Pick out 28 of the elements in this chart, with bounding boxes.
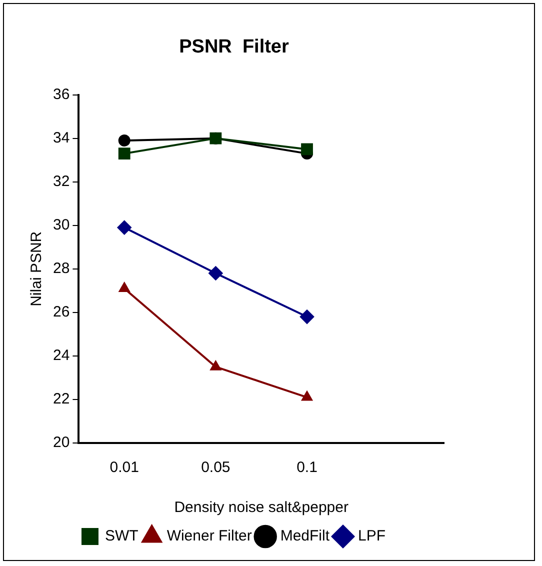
legend-label: SWT <box>104 528 138 545</box>
x-tick-label: 0.1 <box>296 459 318 476</box>
y-tick-label: 22 <box>52 390 70 408</box>
point <box>302 391 312 401</box>
y-tick-label: 36 <box>52 86 70 103</box>
legend-label: Wiener Filter <box>166 528 252 545</box>
y-tick-label: 26 <box>52 304 70 321</box>
x-axis-title: Density noise salt&pepper <box>174 499 348 516</box>
y-tick-label: 32 <box>52 172 70 190</box>
point <box>118 134 130 146</box>
x-tick-label: 0.05 <box>201 459 230 476</box>
point <box>118 148 130 160</box>
point <box>210 360 222 370</box>
y-tick-label: 28 <box>52 260 70 278</box>
point <box>300 310 314 324</box>
y-tick-label: 30 <box>52 216 70 234</box>
legend-label: LPF <box>358 528 386 545</box>
y-tick-label: 20 <box>52 434 70 452</box>
y-tick-label: 24 <box>52 347 70 364</box>
point <box>301 143 313 156</box>
point <box>119 282 130 292</box>
y-axis-title: Nilai PSNR <box>28 231 46 306</box>
x-tick-label: 0.01 <box>110 459 139 476</box>
point <box>117 220 132 235</box>
chart-title: PSNR Filter <box>179 36 290 58</box>
point <box>208 266 223 280</box>
legend-label: MedFilt <box>280 528 330 545</box>
y-tick-label: 34 <box>52 129 70 146</box>
